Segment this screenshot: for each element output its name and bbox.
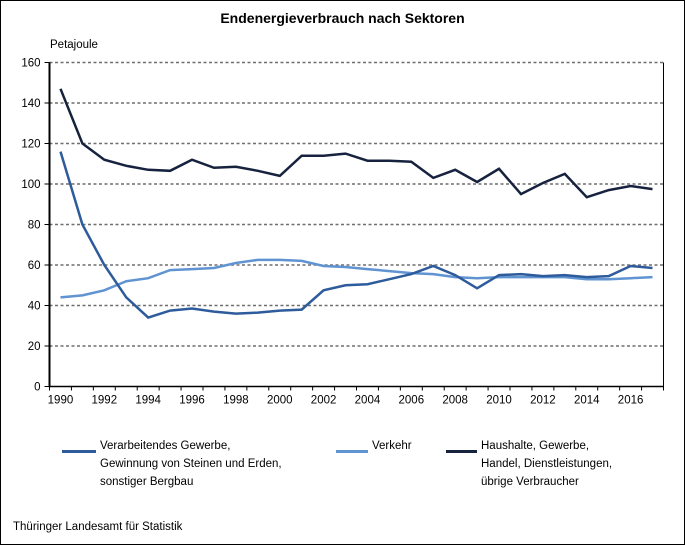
x-tick-label: 2016 — [618, 395, 644, 407]
legend-label-haushalte: Haushalte, Gewerbe, Handel, Dienstleistu… — [481, 440, 613, 488]
legend-swatch-verkehr — [336, 450, 368, 453]
x-tick-label: 1992 — [92, 395, 118, 407]
legend-swatch-haushalte — [446, 450, 477, 453]
series-line-verkehr — [60, 258, 653, 299]
y-tick-label: 40 — [28, 301, 41, 313]
x-tick-label: 2004 — [355, 395, 381, 407]
x-tick-label: 1990 — [48, 395, 74, 407]
y-tick-label: 0 — [34, 382, 40, 394]
x-tick-label: 2002 — [311, 395, 337, 407]
legend-label-verkehr: Verkehr — [372, 440, 412, 452]
y-tick-label: 140 — [21, 98, 40, 110]
chart-canvas: 0 20 40 60 80 100 120 140 160 1990 1992 1994 1996 199… — [21, 58, 664, 407]
source-attribution: Thüringer Landesamt für Statistik — [13, 521, 183, 533]
x-tick-label: 2006 — [399, 395, 425, 407]
x-tick-label: 1996 — [179, 395, 205, 407]
x-tick-label: 2008 — [442, 395, 468, 407]
x-tick-label: 2010 — [486, 395, 512, 407]
series-line-haushalte — [59, 88, 653, 199]
legend-swatch-verarbeitendes-gewerbe — [62, 450, 96, 453]
y-axis-unit-label: Petajoule — [50, 39, 98, 51]
y-tick-label: 80 — [28, 220, 41, 232]
x-tick-label: 2012 — [530, 395, 556, 407]
chart-title: Endenergieverbrauch nach Sektoren — [220, 10, 465, 26]
y-tick-label: 160 — [21, 58, 40, 70]
x-tick-label: 2000 — [267, 395, 293, 407]
y-tick-label: 60 — [28, 260, 41, 272]
x-tick-label: 1994 — [135, 395, 161, 407]
x-tick-label: 2014 — [574, 395, 600, 407]
y-tick-label: 120 — [21, 139, 40, 151]
legend-label-verarbeitendes-gewerbe: Verarbeitendes Gewerbe, Gewinnung von St… — [100, 440, 282, 488]
series-line-verarbeitendes-gewerbe — [59, 151, 653, 320]
x-tick-label: 1998 — [223, 395, 249, 407]
y-tick-label: 100 — [21, 179, 40, 191]
y-tick-label: 20 — [28, 341, 41, 353]
